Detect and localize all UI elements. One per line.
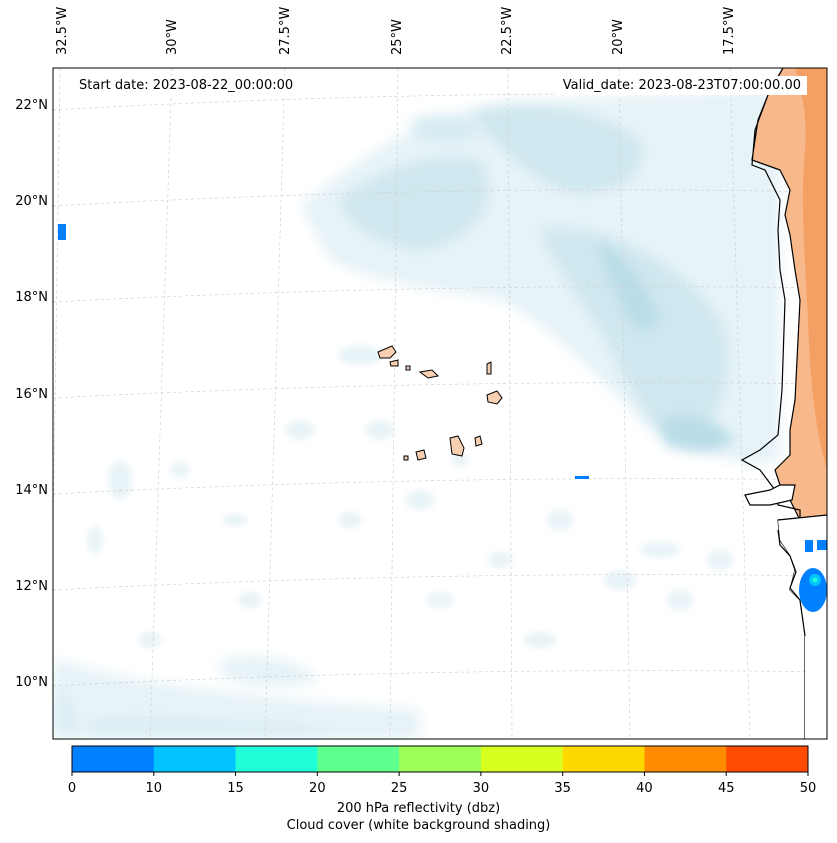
colorbar-tick-label: 45 [717, 781, 735, 796]
lon-label-27-5w: 27.5°W [278, 6, 293, 55]
colorbar-label: 200 hPa reflectivity (dbz) [336, 801, 501, 816]
colorbar-sublabel: Cloud cover (white background shading) [286, 818, 551, 833]
colorbar-segment [644, 746, 727, 772]
lat-label-14n: 14°N [15, 483, 48, 498]
colorbar-tick-label: 10 [145, 781, 163, 796]
reflectivity-cells [58, 224, 827, 612]
lat-label-12n: 12°N [15, 579, 48, 594]
lat-label-20n: 20°N [15, 194, 48, 209]
cloud-cover-layer [53, 90, 780, 739]
colorbar-segment [72, 746, 155, 772]
colorbar-frame [71, 745, 809, 773]
colorbar-tick-label: 20 [309, 781, 326, 796]
colorbar-segment [562, 746, 645, 772]
start-date-label: Start date: 2023-08-22_00:00:00 [73, 76, 300, 95]
colorbar-tick-label: 0 [67, 781, 77, 796]
colorbar [71, 745, 809, 776]
lon-label-32-5w: 32.5°W [55, 6, 70, 55]
lon-label-20w: 20°W [611, 19, 626, 55]
colorbar-tick-label: 15 [227, 781, 244, 796]
lon-label-17-5w: 17.5°W [722, 6, 737, 55]
lon-label-22-5w: 22.5°W [500, 6, 515, 55]
scattered-clouds [87, 345, 734, 648]
map-frame [52, 67, 828, 740]
colorbar-segment [399, 746, 482, 772]
colorbar-tick-label: 30 [472, 781, 490, 796]
graticule [53, 68, 827, 739]
cape-verde-islands [377, 345, 503, 461]
colorbar-segment [480, 746, 564, 772]
lat-label-22n: 22°N [15, 98, 48, 113]
lat-label-18n: 18°N [15, 290, 48, 305]
lon-label-25w: 25°W [390, 19, 405, 55]
colorbar-tick-label: 25 [390, 781, 408, 796]
valid-date-label: Valid_date: 2023-08-23T07:00:00.00 [556, 76, 807, 95]
lon-label-30w: 30°W [165, 19, 180, 55]
lat-label-16n: 16°N [15, 387, 48, 402]
colorbar-tick-label: 40 [636, 781, 653, 796]
colorbar-segment [153, 746, 237, 772]
colorbar-segment [726, 746, 809, 772]
colorbar-tick-label: 50 [799, 781, 817, 796]
colorbar-segment [317, 746, 400, 772]
colorbar-tick-label: 35 [554, 781, 571, 796]
lat-label-10n: 10°N [15, 675, 48, 690]
colorbar-segment [235, 746, 318, 772]
map-area [53, 68, 827, 739]
